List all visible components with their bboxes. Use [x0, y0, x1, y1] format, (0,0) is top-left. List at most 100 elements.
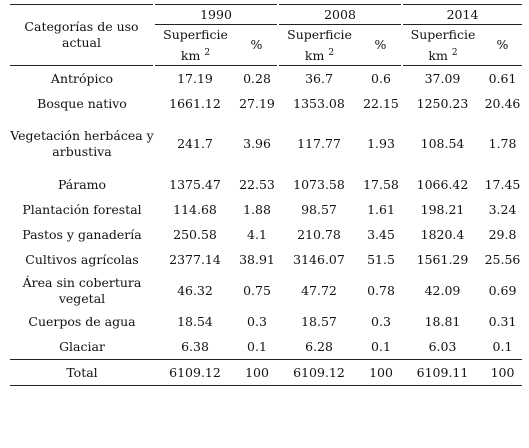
surface-cell: 6.28: [278, 334, 360, 360]
percent-header-2008: %: [360, 24, 402, 66]
header-row-years: Categorías de uso actual 1990 2008 2014: [10, 4, 522, 66]
percent-cell: 1.93: [367, 136, 395, 151]
category-cell: Plantación forestal: [22, 202, 142, 217]
surface-cell: 198.21: [420, 202, 465, 217]
percent-cell: 22.53: [239, 177, 275, 192]
percent-cell: 1.88: [243, 202, 271, 217]
percent-cell: 0.6: [371, 71, 391, 86]
percent-cell: 100: [236, 359, 278, 386]
percent-cell: 22.15: [363, 96, 399, 111]
category-cell: Área sin cobertura vegetal: [22, 274, 142, 306]
surface-cell: 1561.29: [416, 252, 469, 267]
percent-cell: 0.31: [488, 314, 517, 329]
surface-cell: 6109.12: [278, 359, 360, 386]
surface-cell: 6.03: [402, 334, 483, 360]
percent-cell: 0.28: [243, 71, 271, 86]
percent-cell: 0.75: [243, 282, 271, 298]
surface-unit-exp: 2: [451, 47, 458, 58]
percent-cell: 0.3: [247, 314, 267, 329]
surface-cell: 6109.11: [402, 359, 483, 386]
surface-cell: 36.7: [305, 71, 333, 86]
percent-cell: 25.56: [484, 252, 521, 267]
total-row: Total 6109.12 100 6109.12 100 6109.11 100: [10, 359, 522, 386]
percent-cell: 1.61: [367, 202, 395, 217]
surface-label: Superficie: [410, 26, 476, 42]
percent-cell: 51.5: [367, 252, 395, 267]
category-cell: Bosque nativo: [37, 96, 127, 111]
table-row: Vegetación herbácea y arbustiva 241.7 3.96…: [10, 116, 522, 172]
surface-unit-exp: 2: [328, 47, 335, 58]
surface-header-1990: Superficie km 2: [153, 24, 236, 66]
percent-cell: 0.3: [371, 314, 391, 329]
percent-cell: 17.45: [484, 177, 521, 192]
surface-cell: 108.54: [420, 136, 465, 151]
table-row: Cultivos agrícolas 2377.14 38.91 3146.07 51.…: [10, 247, 522, 272]
category-cell: Pastos y ganadería: [22, 227, 142, 242]
year-header-2008: 2008: [277, 4, 402, 25]
surface-cell: 241.7: [177, 136, 213, 151]
year-header-2014: 2014: [401, 4, 522, 25]
category-cell: Páramo: [57, 177, 107, 192]
surface-cell: 6.38: [154, 334, 236, 360]
surface-cell: 46.32: [177, 282, 213, 298]
surface-cell: 250.58: [173, 227, 217, 242]
percent-cell: 17.58: [363, 177, 399, 192]
percent-cell: 0.61: [488, 71, 517, 86]
table-body: Antrópico 17.19 0.28 36.7 0.6 37.09 0.61 Bosque…: [10, 66, 522, 386]
category-cell: Antrópico: [50, 71, 114, 86]
surface-unit: km: [428, 47, 448, 63]
table-row: Plantación forestal 114.68 1.88 98.57 1.61 19…: [10, 197, 522, 222]
table-row: Área sin cobertura vegetal 46.32 0.75 47.72…: [10, 272, 522, 309]
surface-label: Superficie: [163, 26, 228, 42]
percent-cell: 29.8: [488, 227, 517, 242]
surface-cell: 1353.08: [293, 96, 345, 111]
percent-cell: 0.1: [360, 334, 402, 360]
land-use-table: Categorías de uso actual 1990 2008 2014 …: [10, 4, 522, 386]
percent-cell: 0.1: [236, 334, 278, 360]
percent-cell: 27.19: [239, 96, 275, 111]
percent-cell: 0.1: [483, 334, 522, 360]
category-cell: Total: [10, 359, 154, 386]
category-cell: Vegetación herbácea y arbustiva: [10, 128, 154, 159]
percent-cell: 38.91: [239, 252, 275, 267]
surface-cell: 114.68: [173, 202, 217, 217]
surface-header-2014: Superficie km 2: [401, 24, 483, 66]
table-row: Pastos y ganadería 250.58 4.1 210.78 3.45 182…: [10, 222, 522, 247]
percent-cell: 3.96: [243, 136, 271, 151]
surface-cell: 6109.12: [154, 359, 236, 386]
percent-cell: 3.45: [367, 227, 395, 242]
surface-cell: 210.78: [297, 227, 341, 242]
surface-cell: 1066.42: [416, 177, 469, 192]
surface-cell: 2377.14: [169, 252, 221, 267]
percent-header-1990: %: [236, 24, 278, 66]
surface-cell: 1375.47: [169, 177, 221, 192]
percent-cell: 0.69: [488, 282, 517, 298]
table-row: Bosque nativo 1661.12 27.19 1353.08 22.15 125…: [10, 91, 522, 116]
surface-cell: 117.77: [297, 136, 341, 151]
surface-cell: 1820.4: [420, 227, 465, 242]
surface-header-2008: Superficie km 2: [277, 24, 360, 66]
category-cell: Cultivos agrícolas: [25, 252, 139, 267]
percent-cell: 0.78: [367, 282, 395, 298]
year-header-1990: 1990: [153, 4, 278, 25]
surface-cell: 47.72: [301, 282, 337, 298]
surface-unit: km: [180, 47, 201, 63]
surface-label: Superficie: [287, 26, 352, 42]
surface-cell: 1073.58: [293, 177, 345, 192]
percent-cell: 1.78: [488, 136, 517, 151]
header-row-units: Superficie km 2 % Superficie km 2 % Superf…: [10, 24, 522, 66]
surface-cell: 42.09: [424, 282, 461, 298]
category-cell: Cuerpos de agua: [28, 314, 136, 329]
surface-cell: 18.57: [301, 314, 337, 329]
category-column-header: Categorías de uso actual: [10, 4, 154, 66]
surface-cell: 18.54: [177, 314, 213, 329]
percent-cell: 20.46: [484, 96, 521, 111]
surface-cell: 1661.12: [169, 96, 221, 111]
table-row: Glaciar 6.38 0.1 6.28 0.1 6.03 0.1: [10, 334, 522, 360]
surface-cell: 18.81: [424, 314, 461, 329]
percent-cell: 100: [483, 359, 522, 386]
surface-unit: km: [304, 47, 325, 63]
surface-cell: 3146.07: [293, 252, 345, 267]
percent-cell: 3.24: [488, 202, 517, 217]
percent-cell: 100: [360, 359, 402, 386]
